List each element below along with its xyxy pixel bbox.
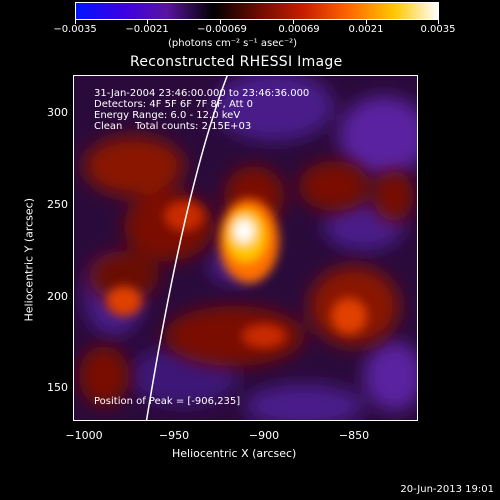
y-tick-label: 250	[47, 198, 68, 211]
colorbar-tick-label: −0.0035	[53, 24, 97, 35]
y-tick-label: 150	[47, 381, 68, 394]
time-range-label: 31-Jan-2004 23:46:00.000 to 23:46:36.000	[94, 88, 310, 99]
x-tick-label: −850	[338, 429, 370, 442]
x-axis-label: Heliocentric X (arcsec)	[172, 447, 297, 460]
colorbar-tick-label: 0.00069	[278, 24, 320, 35]
peak-position-label: Position of Peak = [-906,235]	[94, 396, 241, 407]
x-tick-label: −1000	[65, 429, 103, 442]
solar-limb-line	[145, 76, 228, 420]
timestamp: 20-Jun-2013 19:01	[400, 484, 494, 495]
colorbar-tick	[366, 20, 367, 24]
colorbar-tick	[220, 20, 221, 24]
colorbar-tick	[293, 20, 294, 24]
colorbar-tick	[75, 20, 76, 24]
x-tick-label: −950	[158, 429, 190, 442]
y-axis-label: Heliocentric Y (arcsec)	[22, 197, 36, 322]
colorbar-tick	[438, 20, 439, 24]
colorbar	[75, 2, 439, 20]
image-panel: 31-Jan-2004 23:46:00.000 to 23:46:36.000…	[73, 75, 418, 421]
colorbar-tick-label: −0.00069	[197, 24, 247, 35]
detectors-label: Detectors: 4F 5F 6F 7F 8F, Att 0	[94, 99, 254, 110]
colorbar-units: (photons cm⁻² s⁻¹ asec⁻²)	[168, 38, 298, 49]
y-tick-label: 300	[47, 106, 68, 119]
clean-counts-label: Clean Total counts: 2.15E+03	[94, 121, 252, 132]
energy-range-label: Energy Range: 6.0 - 12.0 keV	[94, 110, 241, 121]
x-tick-label: −900	[248, 429, 280, 442]
y-tick-label: 200	[47, 290, 68, 303]
colorbar-tick	[147, 20, 148, 24]
colorbar-tick-label: −0.0021	[125, 24, 169, 35]
bright-regions	[106, 199, 367, 348]
rhessi-image	[74, 76, 417, 420]
dark-red-regions	[79, 136, 414, 406]
image-title: Reconstructed RHESSI Image	[130, 54, 343, 70]
colorbar-tick-label: 0.0035	[420, 24, 456, 35]
colorbar-tick-label: 0.0021	[348, 24, 384, 35]
